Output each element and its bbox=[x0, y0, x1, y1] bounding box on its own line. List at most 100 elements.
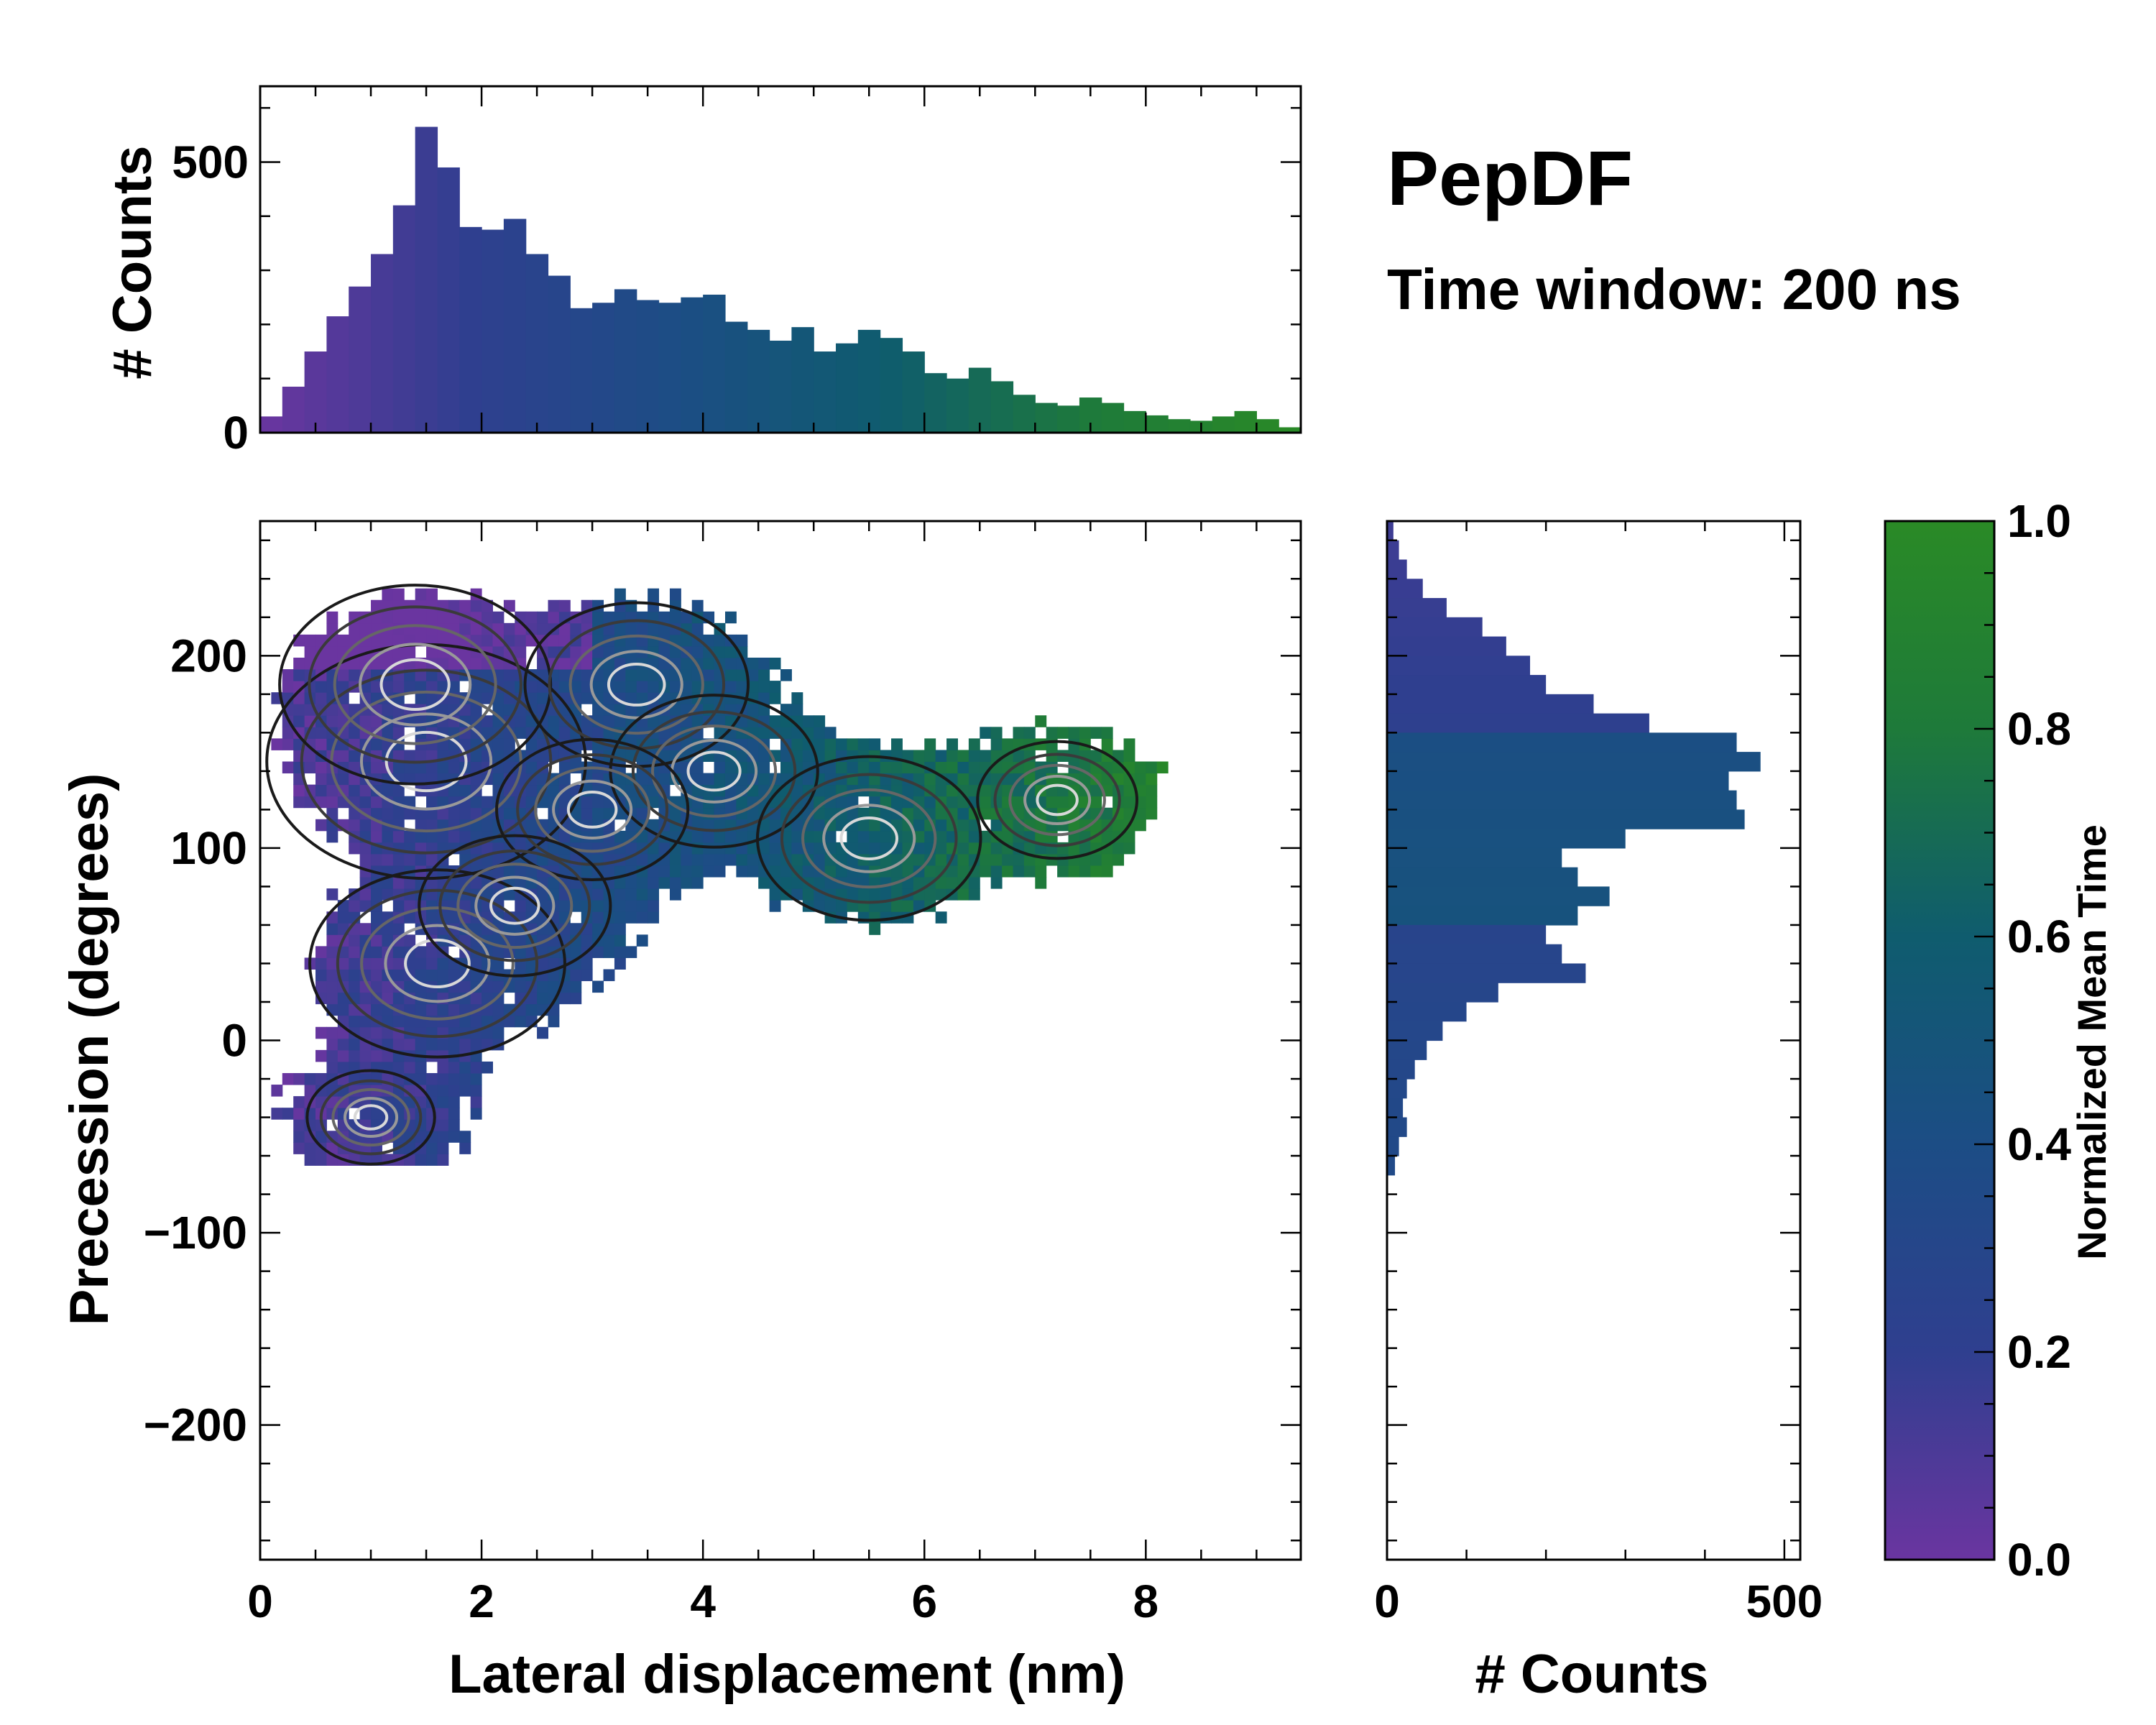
heatmap-cell bbox=[315, 946, 327, 958]
heatmap-cell bbox=[658, 645, 671, 658]
heatmap-cell bbox=[758, 681, 770, 693]
heatmap-cell bbox=[371, 796, 382, 809]
heatmap-cell bbox=[935, 842, 947, 855]
heatmap-cell bbox=[382, 588, 394, 601]
colorbar-tick-label: 0.2 bbox=[2007, 1326, 2071, 1378]
heatmap-cell bbox=[382, 784, 394, 797]
heatmap-cell bbox=[315, 969, 327, 982]
right-hist-bar bbox=[1387, 963, 1586, 983]
heatmap-cell bbox=[570, 946, 582, 958]
heatmap-cell bbox=[791, 830, 803, 843]
contour-group bbox=[265, 584, 1139, 1166]
heatmap-cell bbox=[293, 784, 305, 797]
heatmap-cell bbox=[747, 657, 759, 670]
heatmap-cell bbox=[891, 738, 903, 750]
heatmap-cell bbox=[1123, 784, 1135, 797]
heatmap-cell bbox=[714, 634, 726, 647]
heatmap-cell bbox=[736, 830, 748, 843]
heatmap-cell bbox=[426, 911, 438, 924]
heatmap-cell bbox=[371, 1026, 382, 1039]
heatmap-cell bbox=[326, 611, 338, 624]
heatmap-cell bbox=[459, 807, 471, 820]
top-hist-bar bbox=[1168, 419, 1191, 433]
heatmap-cell bbox=[736, 669, 748, 681]
heatmap-cell bbox=[492, 946, 505, 958]
heatmap-cell bbox=[592, 807, 604, 820]
heatmap-cell bbox=[980, 796, 992, 809]
heatmap-cell bbox=[902, 865, 914, 878]
heatmap-cell bbox=[415, 1154, 427, 1166]
heatmap-cell bbox=[515, 865, 527, 878]
heatmap-cell bbox=[625, 784, 637, 797]
heatmap-cell bbox=[371, 634, 382, 647]
heatmap-cell bbox=[415, 819, 427, 832]
heatmap-cell bbox=[525, 761, 538, 774]
heatmap-cell bbox=[392, 599, 405, 612]
heatmap-cell bbox=[349, 622, 361, 635]
heatmap-cell bbox=[869, 888, 881, 901]
heatmap-cell bbox=[802, 715, 814, 727]
heatmap-cell bbox=[824, 853, 837, 866]
heatmap-cell bbox=[581, 969, 593, 982]
heatmap-cell bbox=[415, 1003, 427, 1016]
heatmap-cell bbox=[636, 807, 648, 820]
top-hist-bar bbox=[614, 289, 637, 433]
top-hist-bar bbox=[1123, 410, 1146, 433]
heatmap-cell bbox=[392, 807, 405, 820]
heatmap-cell bbox=[603, 819, 615, 832]
heatmap-cell bbox=[558, 622, 571, 635]
heatmap-cell bbox=[392, 645, 405, 658]
top-hist-bar bbox=[371, 254, 394, 433]
heatmap-cell bbox=[525, 611, 538, 624]
heatmap-cell bbox=[448, 1003, 460, 1016]
heatmap-cell bbox=[426, 946, 438, 958]
heatmap-cell bbox=[990, 727, 1003, 739]
heatmap-cell bbox=[669, 842, 681, 855]
right-hist-bar bbox=[1387, 924, 1547, 945]
heatmap-cell bbox=[349, 1038, 361, 1051]
heatmap-cell bbox=[581, 634, 593, 647]
heatmap-cell bbox=[349, 657, 361, 670]
heatmap-cell bbox=[326, 1026, 338, 1039]
heatmap-cell bbox=[448, 969, 460, 982]
heatmap-cell bbox=[570, 622, 582, 635]
heatmap-cell bbox=[349, 842, 361, 855]
colorbar-tick-label: 0.4 bbox=[2007, 1118, 2071, 1170]
heatmap-cell bbox=[1146, 761, 1158, 774]
heatmap-cell bbox=[482, 1061, 493, 1074]
heatmap-cell bbox=[304, 1142, 316, 1154]
heatmap-cell bbox=[1123, 738, 1135, 750]
heatmap-cell bbox=[570, 969, 582, 982]
heatmap-cell bbox=[470, 1061, 482, 1074]
heatmap-cell bbox=[382, 681, 394, 693]
heatmap-cell bbox=[880, 796, 892, 809]
top-hist-bar bbox=[902, 351, 925, 433]
heatmap-cell bbox=[448, 1072, 460, 1085]
heatmap-cell bbox=[437, 1154, 449, 1166]
heatmap-cell bbox=[359, 842, 372, 855]
heatmap-cell bbox=[404, 830, 416, 843]
heatmap-cell bbox=[924, 830, 936, 843]
top-hist-bar bbox=[1279, 427, 1302, 433]
heatmap-cell bbox=[570, 980, 582, 993]
chart-title: PepDF bbox=[1387, 134, 1633, 221]
heatmap-cell bbox=[747, 865, 759, 878]
heatmap-cell bbox=[515, 1015, 527, 1028]
top-hist-bar bbox=[946, 378, 969, 433]
heatmap-cell bbox=[802, 888, 814, 901]
heatmap-cell bbox=[968, 842, 980, 855]
heatmap-cell bbox=[648, 669, 660, 681]
heatmap-cell bbox=[691, 842, 704, 855]
heatmap-cell bbox=[968, 877, 980, 889]
heatmap-cell bbox=[426, 611, 438, 624]
heatmap-cell bbox=[935, 911, 947, 924]
heatmap-cell bbox=[1090, 784, 1102, 797]
heatmap-cell bbox=[482, 669, 493, 681]
heatmap-cell bbox=[913, 853, 925, 866]
heatmap-cell bbox=[791, 888, 803, 901]
contour-line bbox=[418, 834, 612, 978]
heatmap-cell bbox=[404, 611, 416, 624]
heatmap-cell bbox=[570, 934, 582, 947]
heatmap-cell bbox=[1002, 853, 1013, 866]
heatmap-cell bbox=[902, 784, 914, 797]
